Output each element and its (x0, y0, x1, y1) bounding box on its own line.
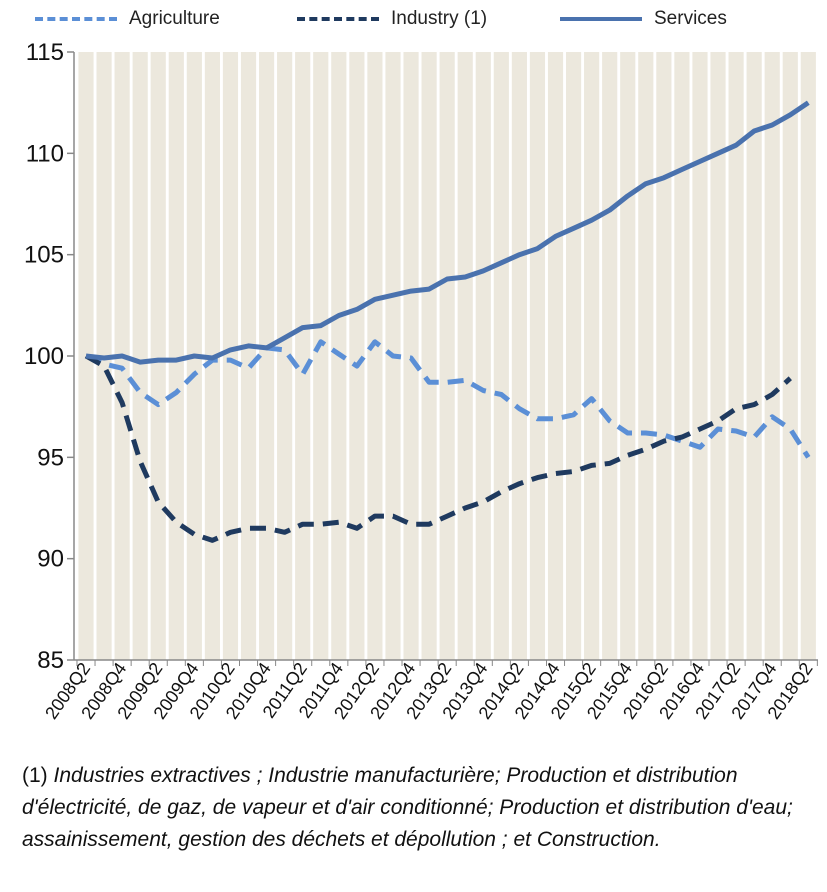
legend-item-agriculture: Agriculture (35, 8, 220, 30)
background-band (620, 52, 636, 660)
legend-label-industry: Industry (1) (391, 8, 488, 29)
background-band (349, 52, 365, 660)
background-band (511, 52, 527, 660)
series-lines (84, 100, 811, 543)
legend-swatch-services (560, 17, 642, 21)
footnote: (1) Industries extractives ; Industrie m… (22, 760, 812, 856)
footnote-number: (1) (22, 764, 48, 787)
background-band (656, 52, 672, 660)
background-band (764, 52, 780, 660)
y-tick-label: 85 (37, 647, 64, 674)
background-band (602, 52, 618, 660)
background-band (584, 52, 600, 660)
plot-background-bands (74, 52, 818, 660)
series-line-agriculture (84, 339, 811, 459)
background-band (277, 52, 293, 660)
series-line-industry (84, 353, 792, 543)
background-band (295, 52, 311, 660)
background-band (439, 52, 455, 660)
background-band (746, 52, 762, 660)
background-band (493, 52, 509, 660)
background-band (710, 52, 726, 660)
y-tick-label: 105 (24, 242, 64, 269)
legend-label-agriculture: Agriculture (129, 8, 220, 29)
y-axis: 85 90 95 100 105 110 115 (24, 39, 75, 674)
y-tick-label: 95 (37, 444, 64, 471)
background-band (529, 52, 546, 660)
background-band (782, 52, 798, 660)
background-band (457, 52, 473, 660)
legend-swatch-agriculture (35, 17, 117, 21)
background-band (728, 52, 744, 660)
background-band (168, 52, 184, 660)
legend-item-services: Services (560, 8, 727, 30)
background-band (240, 52, 257, 660)
background-band (421, 52, 437, 660)
footnote-text: Industries extractives ; Industrie manuf… (22, 764, 793, 851)
y-tick-label: 115 (26, 39, 64, 66)
background-band (674, 52, 690, 660)
line-chart: 85 90 95 100 105 110 115 2008Q22008Q42009Q2200… (24, 39, 818, 723)
background-band (150, 52, 166, 660)
background-band (367, 52, 383, 660)
legend-label-services: Services (654, 8, 727, 29)
background-band (547, 52, 564, 660)
background-band (565, 52, 582, 660)
y-tick-label: 110 (26, 140, 64, 167)
legend-item-industry: Industry (1) (297, 8, 487, 30)
y-tick-label: 90 (37, 546, 64, 573)
y-tick-label: 100 (24, 343, 64, 370)
background-band (638, 52, 654, 660)
background-band (800, 52, 816, 660)
background-band (475, 52, 491, 660)
x-axis: 2008Q22008Q42009Q22009Q42010Q22010Q42011… (41, 659, 818, 723)
legend: Agriculture Industry (1) Services (0, 8, 827, 34)
background-band (313, 52, 329, 660)
series-line-services (85, 100, 810, 365)
background-band (258, 52, 275, 660)
legend-swatch-industry (297, 17, 379, 21)
background-band (692, 52, 708, 660)
background-band (132, 52, 148, 660)
background-band (222, 52, 239, 660)
